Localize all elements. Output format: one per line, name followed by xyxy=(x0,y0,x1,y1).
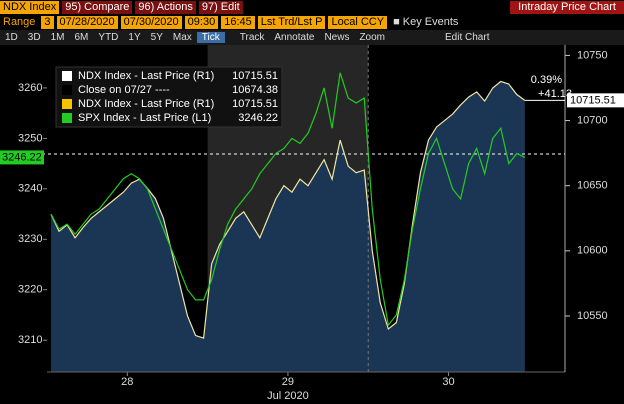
x-tick-label: 28 xyxy=(121,376,133,388)
x-tick-label: 29 xyxy=(282,376,294,388)
price-tag-label: 10715.51 xyxy=(570,94,616,106)
legend-label: NDX Index - Last Price (R1) xyxy=(78,70,214,82)
legend-label: NDX Index - Last Price (R1) xyxy=(78,98,214,110)
legend-swatch xyxy=(62,85,72,95)
legend-value: 10674.38 xyxy=(232,84,278,96)
start-date[interactable]: 07/28/2020 xyxy=(56,16,118,29)
period-button[interactable]: 1Y xyxy=(128,32,141,43)
legend-box xyxy=(55,66,283,128)
y2-tick-label: 10650 xyxy=(577,180,608,192)
y2-tick-label: 10750 xyxy=(577,49,608,61)
period-button[interactable]: Max xyxy=(172,32,192,43)
edit-button[interactable]: 97) Edit xyxy=(198,1,243,14)
end-time[interactable]: 16:45 xyxy=(221,16,255,29)
y-tick-label: 3210 xyxy=(18,334,42,346)
y-tick-label: 3250 xyxy=(18,132,42,144)
x-tick-label: 30 xyxy=(442,376,454,388)
legend-label: Close on 07/27 ---- xyxy=(78,84,170,96)
tool-bar: 1D 3D 1M 6M YTD 1Y 5Y Max Tick Track Ann… xyxy=(0,30,624,45)
x-axis-label: Jul 2020 xyxy=(267,390,309,402)
y2-tick-label: 10600 xyxy=(577,245,608,257)
track-button[interactable]: Track xyxy=(239,32,265,43)
chart-title: Intraday Price Chart xyxy=(510,1,624,14)
legend-label: SPX Index - Last Price (L1) xyxy=(78,112,211,124)
tick-button[interactable]: Tick xyxy=(196,32,225,43)
series-line xyxy=(50,80,526,339)
key-events[interactable]: ■ Key Events xyxy=(393,16,459,28)
price-tag-label: 3246.22 xyxy=(2,151,42,163)
legend-swatch xyxy=(62,99,72,109)
legend: NDX Index - Last Price (R1) 10715.51 Close… xyxy=(55,66,283,128)
start-time[interactable]: 09:30 xyxy=(184,16,219,29)
y2-tick-label: 10550 xyxy=(577,310,608,322)
compare-button[interactable]: 95) Compare xyxy=(62,1,133,14)
change-abs: +41.13 xyxy=(538,88,572,100)
actions-button[interactable]: 96) Actions xyxy=(135,1,196,14)
y-tick-label: 3230 xyxy=(18,233,42,245)
key-events-label: Key Events xyxy=(402,16,459,28)
period-button[interactable]: 1M xyxy=(50,32,65,43)
legend-value: 10715.51 xyxy=(232,98,278,110)
y-tick-label: 3220 xyxy=(18,284,42,296)
period-button[interactable]: YTD xyxy=(98,32,119,43)
change-pct: 0.39% xyxy=(531,74,562,86)
title-bar: NDX Index 95) Compare 96) Actions 97) Ed… xyxy=(0,0,624,15)
period-button[interactable]: 3D xyxy=(27,32,41,43)
period-button[interactable]: 6M xyxy=(74,32,89,43)
range-bar: Range 3 07/28/2020 07/30/2020 09:30 16:4… xyxy=(0,15,624,30)
legend-swatch xyxy=(62,71,72,81)
y2-tick-label: 10700 xyxy=(577,114,608,126)
legend-value: 10715.51 xyxy=(232,70,278,82)
range-days[interactable]: 3 xyxy=(41,16,54,29)
price-type[interactable]: Lst Trd/Lst P xyxy=(257,16,326,29)
y-tick-label: 3240 xyxy=(18,183,42,195)
end-date[interactable]: 07/30/2020 xyxy=(120,16,182,29)
area xyxy=(51,81,525,372)
chart: 3210 3220 3230 3240 3250 3260 10550 10600 10650 1… xyxy=(0,45,624,402)
price-tag xyxy=(567,93,624,108)
period-button[interactable]: 1D xyxy=(5,32,18,43)
y-tick-label: 3260 xyxy=(18,82,42,94)
series-line xyxy=(50,72,526,327)
edit-chart-button[interactable]: Edit Chart xyxy=(445,32,490,43)
zoom-button[interactable]: Zoom xyxy=(359,32,386,43)
annotate-button[interactable]: Annotate xyxy=(274,32,315,43)
period-button[interactable]: 5Y xyxy=(150,32,163,43)
price-tag xyxy=(0,150,44,165)
currency[interactable]: Local CCY xyxy=(328,16,388,29)
news-button[interactable]: News xyxy=(324,32,350,43)
ticker-field[interactable]: NDX Index xyxy=(0,1,60,14)
legend-swatch xyxy=(62,113,72,123)
range-label: Range xyxy=(3,16,36,28)
legend-value: 3246.22 xyxy=(238,112,278,124)
